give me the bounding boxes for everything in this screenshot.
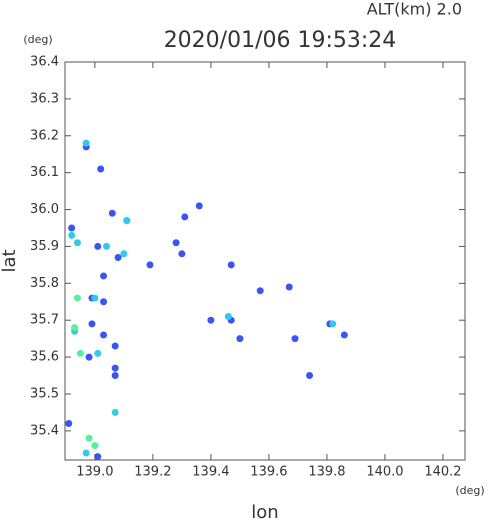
y-tick-label: 36.1 — [30, 165, 59, 180]
echo-point — [100, 272, 108, 280]
subtitle: ALT(km) 2.0 — [367, 0, 462, 19]
echo-point — [73, 239, 81, 247]
echo-point — [329, 320, 337, 328]
y-tick-label: 35.4 — [30, 423, 59, 438]
echo-point — [102, 242, 110, 250]
echo-point — [100, 331, 108, 339]
echo-point — [100, 298, 108, 306]
echo-point — [71, 324, 79, 332]
echo-point — [111, 364, 119, 372]
echo-point — [97, 165, 105, 173]
y-axis-label: lat — [0, 249, 20, 272]
y-tick-label: 36.0 — [30, 202, 59, 217]
y-tick-label: 35.8 — [30, 276, 59, 291]
echo-point — [68, 231, 76, 239]
y-tick-label: 35.6 — [30, 350, 59, 365]
y-tick-label: 36.2 — [30, 128, 59, 143]
echo-point — [108, 209, 116, 217]
x-tick-label: 139.2 — [134, 465, 171, 480]
echo-point — [88, 320, 96, 328]
echo-point — [111, 372, 119, 380]
echo-point — [111, 408, 119, 416]
echo-point — [91, 442, 99, 450]
echo-point — [178, 250, 186, 258]
echo-point — [91, 294, 99, 302]
y-tick-label: 35.5 — [30, 386, 59, 401]
echo-point — [195, 202, 203, 210]
x-axis-label: lon — [251, 502, 278, 521]
echo-point — [256, 287, 264, 295]
echo-point — [114, 253, 122, 261]
y-unit: (deg) — [23, 33, 52, 46]
x-tick-label: 139.6 — [250, 465, 287, 480]
x-tick-label: 139.0 — [76, 465, 113, 480]
x-unit: (deg) — [455, 484, 484, 497]
x-tick-label: 140.0 — [366, 465, 403, 480]
echo-point — [207, 316, 215, 324]
echo-point — [181, 213, 189, 221]
echo-point — [224, 313, 232, 321]
echo-point — [94, 349, 102, 357]
y-tick-label: 35.7 — [30, 313, 59, 328]
echo-point — [94, 242, 102, 250]
echo-point — [85, 434, 93, 442]
x-tick-label: 140.2 — [424, 465, 461, 480]
echo-point — [65, 419, 73, 427]
echo-point — [340, 331, 348, 339]
echo-point — [291, 335, 299, 343]
y-tick-label: 36.3 — [30, 91, 59, 106]
x-tick-label: 139.4 — [192, 465, 229, 480]
echo-point — [82, 139, 90, 147]
chart-title: 2020/01/06 19:53:24 — [164, 28, 397, 53]
y-tick-label: 35.9 — [30, 239, 59, 254]
echo-point — [82, 449, 90, 457]
echo-point — [76, 349, 84, 357]
echo-point — [306, 372, 314, 380]
echo-point — [111, 342, 119, 350]
echo-point — [120, 250, 128, 258]
echo-point — [146, 261, 154, 269]
echo-point — [285, 283, 293, 291]
echo-point — [73, 294, 81, 302]
echo-point — [85, 353, 93, 361]
echo-point — [172, 239, 180, 247]
plot-frame — [64, 61, 466, 461]
echo-point — [123, 217, 131, 225]
x-tick-label: 139.8 — [308, 465, 345, 480]
echo-point — [94, 453, 102, 461]
echo-point — [227, 261, 235, 269]
echo-point — [68, 224, 76, 232]
echo-point — [236, 335, 244, 343]
y-tick-label: 36.4 — [30, 55, 59, 70]
